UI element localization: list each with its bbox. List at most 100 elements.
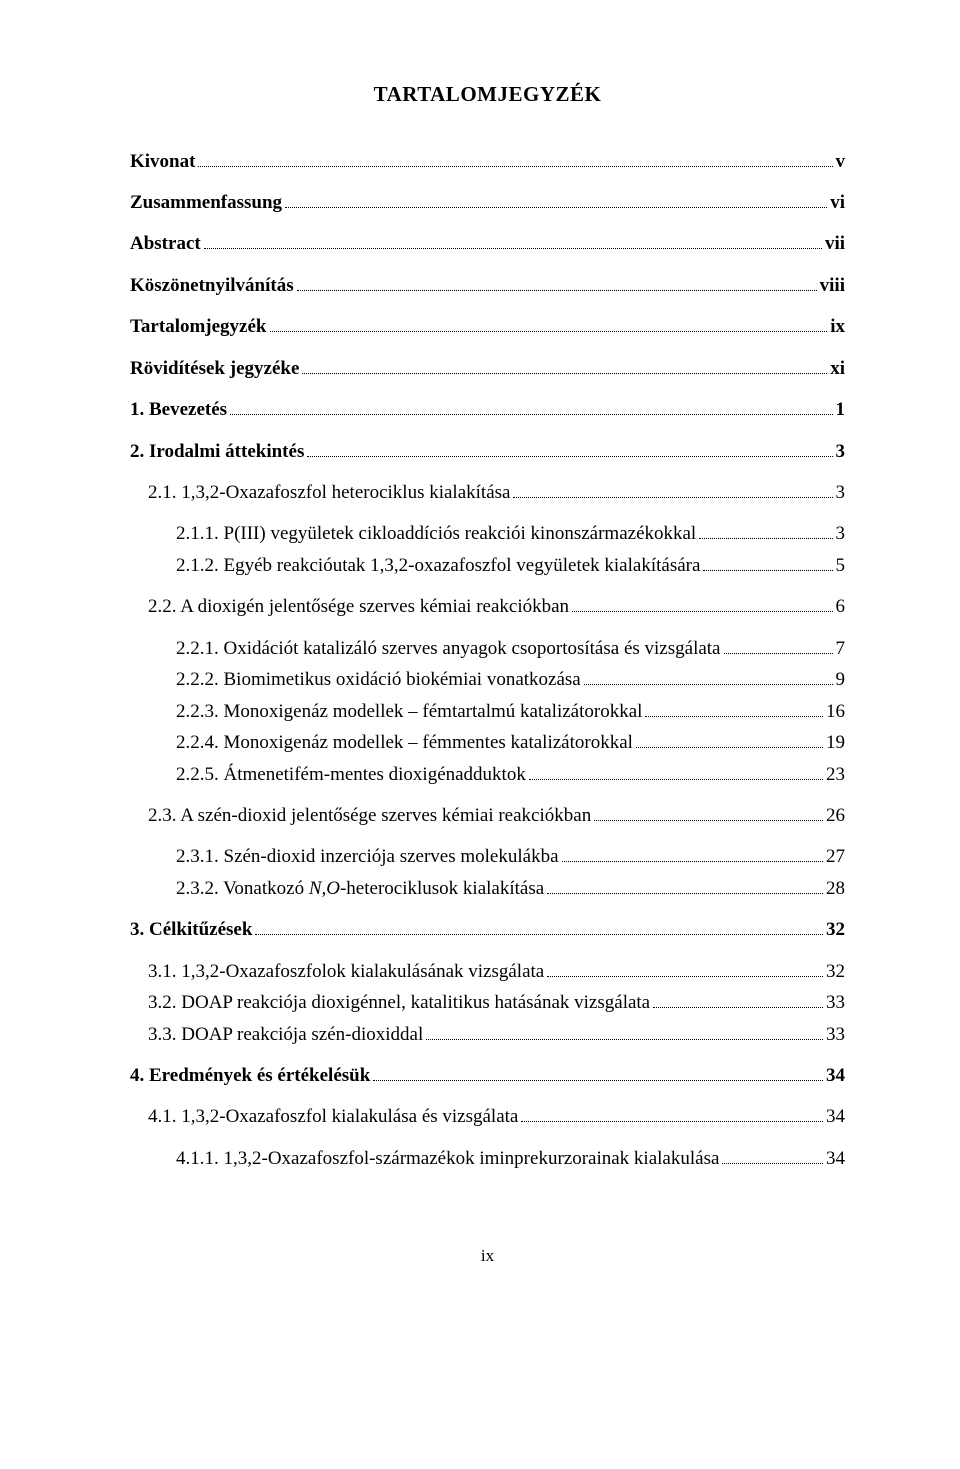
toc-entry: 2.3.1. Szén-dioxid inzerciója szerves mo… <box>176 842 845 871</box>
toc-entry: 2.2. A dioxigén jelentősége szerves kémi… <box>148 592 845 621</box>
toc-entry-page: 16 <box>826 697 845 726</box>
toc-entry-page: 33 <box>826 988 845 1017</box>
toc-dot-leader <box>426 1024 823 1039</box>
toc-dot-leader <box>572 597 832 612</box>
toc-entry-label: 2.1.1. P(III) vegyületek cikloaddíciós r… <box>176 519 696 548</box>
toc-dot-leader <box>562 847 823 862</box>
toc-dot-leader <box>722 1149 823 1164</box>
toc-entry: 1. Bevezetés 1 <box>130 395 845 424</box>
toc-spacer <box>130 468 845 478</box>
page-number: ix <box>130 1243 845 1269</box>
toc-entry-page: 3 <box>836 519 846 548</box>
toc-entry-label: 2.2.3. Monoxigenáz modellek – fémtartalm… <box>176 697 642 726</box>
toc-spacer <box>130 947 845 957</box>
toc-spacer <box>130 905 845 915</box>
toc-entry-label: 2.3.2. Vonatkozó N,O-heterociklusok kial… <box>176 874 544 903</box>
toc-entry-page: ix <box>830 312 845 341</box>
toc-entry: 2.1.1. P(III) vegyületek cikloaddíciós r… <box>176 519 845 548</box>
toc-entry: Abstract vii <box>130 229 845 258</box>
toc-entry: 2. Irodalmi áttekintés 3 <box>130 437 845 466</box>
toc-dot-leader <box>703 556 832 571</box>
toc-entry-label: 2.3. A szén-dioxid jelentősége szerves k… <box>148 801 591 830</box>
page-title: TARTALOMJEGYZÉK <box>130 78 845 111</box>
toc-entry-page: v <box>836 147 846 176</box>
toc-entry-page: 34 <box>826 1144 845 1173</box>
toc-entry: 2.1. 1,3,2-Oxazafoszfol heterociklus kia… <box>148 478 845 507</box>
toc-dot-leader <box>204 234 822 249</box>
toc-dot-leader <box>547 879 823 894</box>
toc-entry-label: 1. Bevezetés <box>130 395 227 424</box>
toc-dot-leader <box>230 400 832 415</box>
toc-entry-page: 9 <box>836 665 846 694</box>
toc-dot-leader <box>513 483 832 498</box>
toc-dot-leader <box>270 317 828 332</box>
toc-entry-label: 2.1. 1,3,2-Oxazafoszfol heterociklus kia… <box>148 478 510 507</box>
toc-spacer <box>130 1134 845 1144</box>
toc-entry: Kivonat v <box>130 147 845 176</box>
toc-spacer <box>130 219 845 229</box>
toc-spacer <box>130 1051 845 1061</box>
toc-entry: 2.2.1. Oxidációt katalizáló szerves anya… <box>176 634 845 663</box>
toc-entry-page: viii <box>820 271 845 300</box>
toc-entry-label: Abstract <box>130 229 201 258</box>
toc-entry-page: 23 <box>826 760 845 789</box>
toc-entry: 2.1.2. Egyéb reakcióutak 1,3,2-oxazafosz… <box>176 551 845 580</box>
toc-spacer <box>130 385 845 395</box>
toc-entry-page: vii <box>825 229 845 258</box>
toc-entry: 2.3.2. Vonatkozó N,O-heterociklusok kial… <box>176 874 845 903</box>
toc-entry-page: vi <box>830 188 845 217</box>
toc-dot-leader <box>307 441 832 456</box>
toc-spacer <box>130 791 845 801</box>
toc-entry-label: 2.2.1. Oxidációt katalizáló szerves anya… <box>176 634 721 663</box>
toc-entry: 2.2.4. Monoxigenáz modellek – fémmentes … <box>176 728 845 757</box>
toc-entry-page: 3 <box>836 478 846 507</box>
toc-entry-page: 28 <box>826 874 845 903</box>
toc-dot-leader <box>255 920 823 935</box>
table-of-contents: Kivonat v Zusammenfassung vi Abstract vii K… <box>130 147 845 1174</box>
toc-entry: 2.2.3. Monoxigenáz modellek – fémtartalm… <box>176 697 845 726</box>
toc-spacer <box>130 344 845 354</box>
toc-spacer <box>130 582 845 592</box>
toc-entry: 2.3. A szén-dioxid jelentősége szerves k… <box>148 801 845 830</box>
toc-entry-page: 3 <box>836 437 846 466</box>
toc-entry: Zusammenfassung vi <box>130 188 845 217</box>
toc-entry: 3. Célkitűzések 32 <box>130 915 845 944</box>
toc-entry: 3.1. 1,3,2-Oxazafoszfolok kialakulásának… <box>148 957 845 986</box>
toc-entry-label: 3.3. DOAP reakciója szén-dioxiddal <box>148 1020 423 1049</box>
toc-entry-page: 19 <box>826 728 845 757</box>
toc-dot-leader <box>198 151 832 166</box>
toc-entry-page: 27 <box>826 842 845 871</box>
toc-spacer <box>130 624 845 634</box>
toc-entry-label: 2.2.2. Biomimetikus oxidáció biokémiai v… <box>176 665 581 694</box>
toc-entry-label: 2.1.2. Egyéb reakcióutak 1,3,2-oxazafosz… <box>176 551 700 580</box>
toc-dot-leader <box>699 524 832 539</box>
toc-entry-label: Köszönetnyilvánítás <box>130 271 294 300</box>
toc-entry-label: 3.1. 1,3,2-Oxazafoszfolok kialakulásának… <box>148 957 544 986</box>
toc-entry-label: Zusammenfassung <box>130 188 282 217</box>
toc-dot-leader <box>302 359 827 374</box>
toc-spacer <box>130 427 845 437</box>
toc-entry-label: 3.2. DOAP reakciója dioxigénnel, katalit… <box>148 988 650 1017</box>
toc-entry: 2.2.5. Átmenetifém-mentes dioxigénaddukt… <box>176 760 845 789</box>
toc-entry-label: Rövidítések jegyzéke <box>130 354 299 383</box>
toc-entry: Rövidítések jegyzéke xi <box>130 354 845 383</box>
toc-entry-page: 26 <box>826 801 845 830</box>
toc-entry-page: 34 <box>826 1061 845 1090</box>
toc-dot-leader <box>373 1066 823 1081</box>
toc-entry-page: 33 <box>826 1020 845 1049</box>
toc-entry-page: 7 <box>836 634 846 663</box>
toc-entry-page: 1 <box>836 395 846 424</box>
toc-entry-label: Kivonat <box>130 147 195 176</box>
toc-entry-page: xi <box>830 354 845 383</box>
toc-entry-page: 34 <box>826 1102 845 1131</box>
toc-entry: 3.2. DOAP reakciója dioxigénnel, katalit… <box>148 988 845 1017</box>
toc-spacer <box>130 509 845 519</box>
toc-entry-page: 32 <box>826 957 845 986</box>
toc-entry-label: 4.1.1. 1,3,2-Oxazafoszfol-származékok im… <box>176 1144 719 1173</box>
toc-dot-leader <box>584 670 833 685</box>
toc-dot-leader <box>547 962 823 977</box>
toc-entry: 2.2.2. Biomimetikus oxidáció biokémiai v… <box>176 665 845 694</box>
toc-dot-leader <box>297 276 817 291</box>
toc-entry-label: 2.2.4. Monoxigenáz modellek – fémmentes … <box>176 728 633 757</box>
toc-spacer <box>130 178 845 188</box>
